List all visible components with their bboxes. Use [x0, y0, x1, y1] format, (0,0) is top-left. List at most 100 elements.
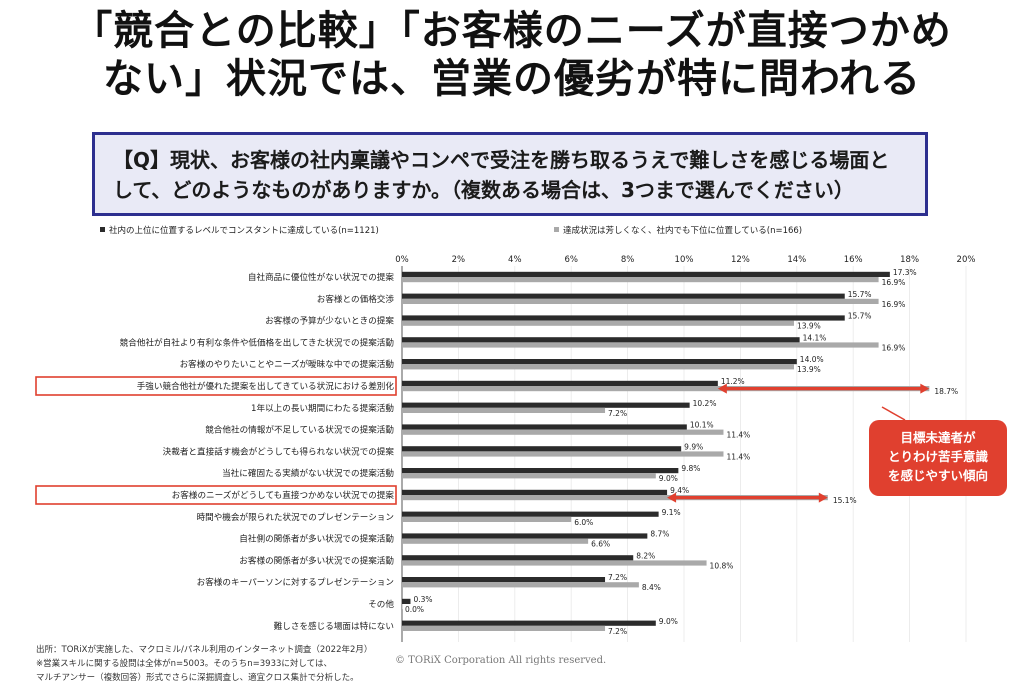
category-label: お客様のキーパーソンに対するプレゼンテーション — [197, 576, 394, 588]
data-label-series-2: 6.0% — [574, 518, 593, 527]
bar-series-2 — [402, 604, 403, 610]
survey-question-box: 【Q】現状、お客様の社内稟議やコンペで受注を勝ち取るうえで難しさを感じる場面と … — [92, 132, 928, 216]
data-label-series-2: 16.9% — [882, 300, 906, 309]
data-label-series-1: 10.2% — [693, 399, 717, 408]
category-label: 自社側の関係者が多い状況での提案活動 — [239, 533, 394, 545]
data-label-series-1: 14.0% — [800, 355, 824, 364]
bar-series-1 — [402, 598, 411, 604]
bar-series-2 — [402, 495, 828, 501]
callout-text: とりわけ苦手意識 — [888, 449, 989, 464]
x-tick-label: 16% — [844, 255, 863, 265]
bar-series-1 — [402, 533, 648, 539]
category-label: 競合他社が自社より有利な条件や低価格を出してきた状況での提案活動 — [120, 336, 395, 348]
bar-series-1 — [402, 293, 845, 299]
x-tick-label: 2% — [452, 255, 466, 265]
data-label-series-1: 9.9% — [684, 442, 703, 451]
data-label-series-1: 9.4% — [670, 486, 689, 495]
question-text-line2: して、どのようなものがありますか。（複数ある場合は、3つまで選んでください） — [113, 178, 854, 202]
callout-bubble — [869, 420, 1007, 496]
bar-series-1 — [402, 489, 668, 495]
data-label-series-1: 9.0% — [659, 617, 678, 626]
bar-series-2 — [402, 451, 724, 457]
data-label-series-2: 6.6% — [591, 540, 610, 549]
category-label: 決裁者と直接話す機会がどうしても得られない状況での提案 — [163, 445, 395, 457]
question-text-line1: 【Q】現状、お客様の社内稟議やコンペで受注を勝ち取るうえで難しさを感じる場面と — [113, 148, 890, 172]
bar-series-1 — [402, 337, 800, 343]
bar-series-2 — [402, 407, 606, 413]
copyright: © TORiX Corporation All rights reserved. — [395, 655, 607, 666]
bar-series-1 — [402, 359, 797, 365]
sample-note: ※営業スキルに関する設問は全体がn=5003。そのうちn=3933に対しては、 — [36, 659, 332, 669]
arrow-head-right — [818, 492, 828, 503]
data-label-series-1: 0.3% — [413, 595, 432, 604]
bar-series-1 — [402, 271, 890, 277]
category-label: 競合他社の情報が不足している状況での提案活動 — [205, 424, 394, 436]
x-tick-label: 10% — [675, 255, 694, 265]
callout-pointer — [881, 406, 906, 421]
data-label-series-2: 11.4% — [726, 431, 750, 440]
page-title-line2: ない」状況では、営業の優劣が特に問われる — [103, 56, 921, 102]
callout-text: を感じやすい傾向 — [888, 468, 988, 483]
bar-series-2 — [402, 582, 639, 588]
bar-series-1 — [402, 424, 687, 430]
source-note: 出所：TORiXが実施した、マクロミル/パネル利用のインターネット調査（2022… — [36, 645, 373, 655]
data-label-series-1: 9.8% — [681, 464, 700, 473]
x-tick-label: 8% — [621, 255, 635, 265]
data-label-series-2: 11.4% — [726, 452, 750, 461]
category-label: 手強い競合他社が優れた提案を出してきている状況における差別化 — [137, 380, 395, 392]
category-label: お客様の予算が少ないときの提案 — [265, 315, 394, 327]
x-tick-label: 14% — [787, 255, 806, 265]
highlight-box — [35, 376, 397, 396]
bar-series-1 — [402, 315, 845, 321]
method-note: マルチアンサー（複数回答）形式でさらに深掘調査し、適宜クロス集計で分析した。 — [36, 673, 359, 683]
x-tick-label: 18% — [900, 255, 919, 265]
bar-series-2 — [402, 277, 879, 283]
data-label-series-2: 7.2% — [608, 409, 627, 418]
bar-series-2 — [402, 625, 606, 631]
bar-series-2 — [402, 429, 724, 435]
data-label-series-2: 15.1% — [833, 496, 857, 505]
data-label-series-1: 15.7% — [848, 312, 872, 321]
x-tick-label: 4% — [508, 255, 522, 265]
category-label: その他 — [368, 598, 394, 610]
bar-series-2 — [402, 473, 656, 479]
bar-series-1 — [402, 468, 679, 474]
category-label: お客様との価格交渉 — [317, 293, 395, 305]
arrow-head-left — [667, 492, 677, 503]
highlight-box — [35, 485, 397, 505]
data-label-series-1: 9.1% — [662, 508, 681, 517]
bar-series-1 — [402, 380, 718, 386]
category-label: お客様のニーズがどうしても直接つかめない状況での提案 — [172, 489, 395, 501]
x-tick-label: 6% — [564, 255, 578, 265]
data-label-series-2: 9.0% — [659, 474, 678, 483]
data-label-series-2: 16.9% — [882, 278, 906, 287]
data-label-series-2: 8.4% — [642, 583, 661, 592]
bar-series-2 — [402, 364, 794, 370]
x-tick-label: 0% — [395, 255, 409, 265]
page-title-line1: 「競合との比較」「お客様のニーズが直接つかめ — [72, 8, 952, 54]
legend-swatch-series-2 — [554, 227, 559, 232]
category-label: 自社商品に優位性がない状況での提案 — [248, 271, 395, 283]
legend-label-series-2: 達成状況は芳しくなく、社内でも下位に位置している(n=166) — [563, 225, 802, 236]
data-label-series-2: 13.9% — [797, 365, 821, 374]
bar-series-2 — [402, 386, 930, 392]
data-label-series-1: 8.2% — [636, 551, 655, 560]
bar-series-1 — [402, 402, 690, 408]
arrow-head-right — [920, 383, 930, 394]
data-label-series-2: 7.2% — [608, 627, 627, 636]
category-label: 時間や機会が限られた状況でのプレゼンテーション — [197, 511, 395, 523]
data-label-series-2: 10.8% — [710, 561, 734, 570]
category-label: 難しさを感じる場面は特にない — [274, 620, 394, 632]
data-label-series-2: 18.7% — [934, 387, 958, 396]
bar-series-2 — [402, 298, 879, 304]
bar-series-1 — [402, 577, 606, 583]
category-label: 1年以上の長い期間にわたる提案活動 — [251, 402, 394, 414]
bar-series-1 — [402, 555, 634, 561]
data-label-series-1: 11.2% — [721, 377, 745, 386]
data-label-series-2: 0.0% — [405, 605, 424, 614]
data-label-series-2: 13.9% — [797, 322, 821, 331]
bar-series-1 — [402, 511, 659, 517]
x-tick-label: 12% — [731, 255, 750, 265]
data-label-series-2: 16.9% — [882, 343, 906, 352]
category-label: 当社に確固たる実績がない状況での提案活動 — [222, 467, 394, 479]
